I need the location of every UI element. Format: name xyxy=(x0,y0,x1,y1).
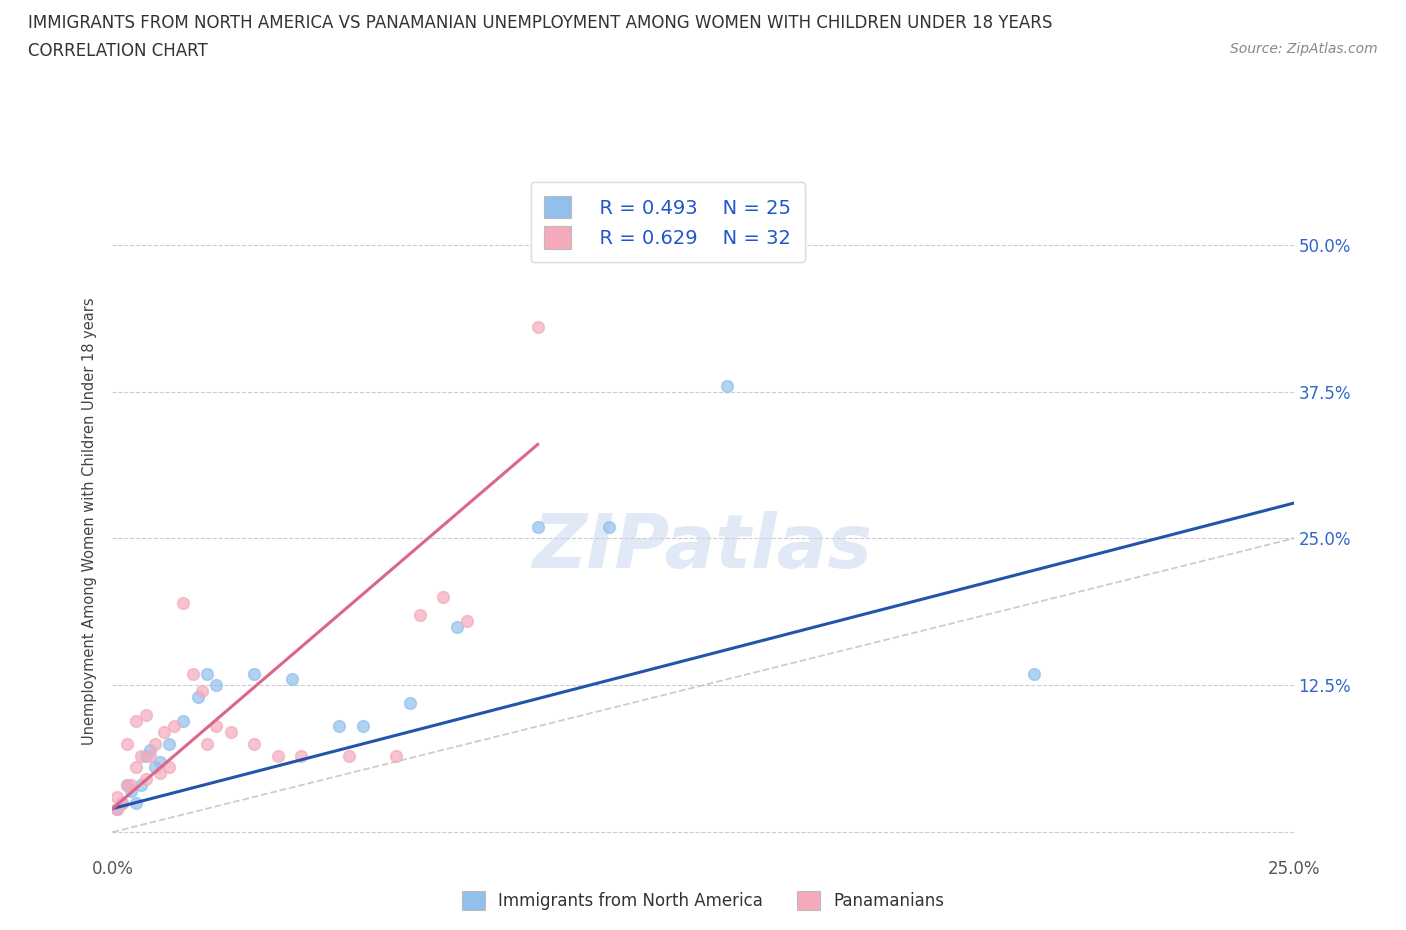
Text: ZIPatlas: ZIPatlas xyxy=(533,512,873,584)
Point xyxy=(205,678,228,693)
Point xyxy=(195,737,218,751)
Point xyxy=(163,719,186,734)
Point xyxy=(219,724,242,739)
Point xyxy=(125,713,148,728)
Text: Source: ZipAtlas.com: Source: ZipAtlas.com xyxy=(1230,42,1378,56)
Point xyxy=(135,749,157,764)
Point xyxy=(135,772,157,787)
Point xyxy=(157,737,180,751)
Point xyxy=(149,766,172,781)
Point xyxy=(408,607,430,622)
Point xyxy=(172,595,194,610)
Point xyxy=(143,737,166,751)
Point xyxy=(290,749,312,764)
Point xyxy=(172,713,194,728)
Point xyxy=(105,790,128,804)
Point xyxy=(149,754,172,769)
Point xyxy=(352,719,374,734)
Point xyxy=(135,707,157,722)
Point xyxy=(267,749,290,764)
Point xyxy=(1022,666,1045,681)
Point xyxy=(337,749,360,764)
Text: IMMIGRANTS FROM NORTH AMERICA VS PANAMANIAN UNEMPLOYMENT AMONG WOMEN WITH CHILDR: IMMIGRANTS FROM NORTH AMERICA VS PANAMAN… xyxy=(28,14,1053,32)
Point xyxy=(129,749,152,764)
Point xyxy=(186,689,208,704)
Point xyxy=(205,719,228,734)
Point xyxy=(281,672,304,687)
Point xyxy=(111,795,134,810)
Point xyxy=(115,777,138,792)
Point xyxy=(526,519,548,534)
Point xyxy=(385,749,408,764)
Point xyxy=(191,684,214,698)
Text: CORRELATION CHART: CORRELATION CHART xyxy=(28,42,208,60)
Point xyxy=(125,795,148,810)
Point xyxy=(446,619,468,634)
Y-axis label: Unemployment Among Women with Children Under 18 years: Unemployment Among Women with Children U… xyxy=(82,297,97,745)
Point xyxy=(111,795,134,810)
Point xyxy=(716,379,738,393)
Point xyxy=(139,742,162,757)
Point xyxy=(105,801,128,816)
Point xyxy=(115,777,138,792)
Point xyxy=(115,737,138,751)
Point xyxy=(181,666,204,681)
Point xyxy=(157,760,180,775)
Legend: Immigrants from North America, Panamanians: Immigrants from North America, Panamania… xyxy=(456,884,950,917)
Point xyxy=(120,784,142,799)
Point xyxy=(328,719,350,734)
Point xyxy=(195,666,218,681)
Point xyxy=(105,801,128,816)
Point xyxy=(526,320,548,335)
Point xyxy=(129,777,152,792)
Point xyxy=(139,749,162,764)
Point xyxy=(153,724,176,739)
Point xyxy=(120,777,142,792)
Point xyxy=(143,760,166,775)
Legend:   R = 0.493    N = 25,   R = 0.629    N = 32: R = 0.493 N = 25, R = 0.629 N = 32 xyxy=(530,182,804,262)
Point xyxy=(432,590,454,604)
Point xyxy=(598,519,620,534)
Point xyxy=(399,696,422,711)
Point xyxy=(456,613,478,628)
Point xyxy=(243,666,266,681)
Point xyxy=(125,760,148,775)
Point xyxy=(243,737,266,751)
